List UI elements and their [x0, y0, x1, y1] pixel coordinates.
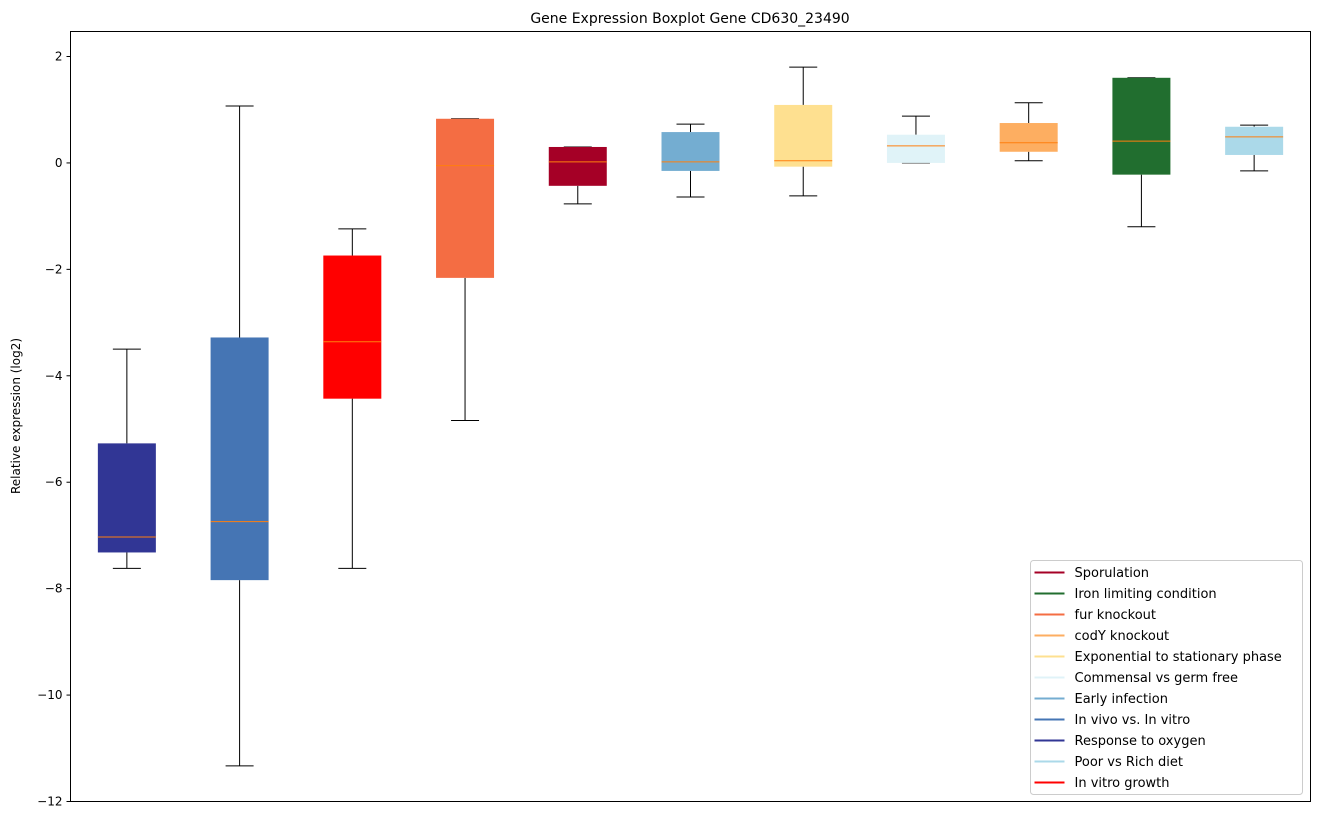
box-fur-knockout	[436, 118, 495, 421]
box-iqr	[97, 443, 156, 553]
box-iqr	[436, 118, 495, 278]
box-poor-vs-rich-diet	[1225, 124, 1284, 172]
box-iqr	[1112, 77, 1171, 175]
legend-item: Commensal vs germ free	[1034, 671, 1238, 686]
legend-item: codY knockout	[1034, 629, 1170, 644]
legend: Sporulation Iron limiting condition fur kn…	[1030, 560, 1303, 795]
legend-item: Response to oxygen	[1034, 734, 1206, 749]
y-axis-label: Relative expression (log2)	[9, 338, 23, 494]
box-iqr	[1225, 126, 1284, 155]
box-in-vitro-growth	[323, 228, 382, 569]
legend-label: In vitro growth	[1075, 776, 1170, 791]
y-axis: −12 −10 −8 −6 −4 −2 0 2	[37, 50, 71, 809]
legend-item: Exponential to stationary phase	[1034, 650, 1282, 665]
legend-item: In vivo vs. In vitro	[1034, 713, 1191, 728]
y-tick-label: −2	[45, 262, 63, 276]
plot-frame	[70, 31, 1311, 802]
box-sporulation	[548, 146, 607, 205]
y-tick-label: 2	[55, 50, 63, 64]
legend-label: Poor vs Rich diet	[1075, 755, 1183, 770]
y-tick-label: 0	[55, 156, 63, 170]
legend-label: Early infection	[1075, 692, 1168, 707]
box-early-infection	[661, 123, 720, 198]
legend-label: Exponential to stationary phase	[1075, 650, 1282, 665]
box-iqr	[661, 132, 720, 171]
legend-frame	[1030, 560, 1303, 795]
box-iqr	[210, 337, 269, 581]
legend-item: Sporulation	[1034, 566, 1150, 581]
y-tick-label: −10	[37, 688, 62, 702]
y-tick-label: −12	[37, 795, 62, 809]
legend-label: In vivo vs. In vitro	[1075, 713, 1191, 728]
box-iqr	[323, 255, 382, 399]
box-iron-limiting-condition	[1112, 77, 1171, 228]
legend-item: Poor vs Rich diet	[1034, 755, 1183, 770]
legend-label: Iron limiting condition	[1075, 587, 1217, 602]
box-iqr	[774, 104, 833, 167]
box-iqr	[548, 146, 607, 186]
box-iqr	[886, 134, 945, 163]
legend-item: In vitro growth	[1034, 776, 1170, 791]
legend-item: Early infection	[1034, 692, 1168, 707]
y-tick-label: −6	[45, 475, 63, 489]
legend-label: Commensal vs germ free	[1075, 671, 1238, 686]
legend-item: Iron limiting condition	[1034, 587, 1217, 602]
legend-label: Response to oxygen	[1075, 734, 1206, 749]
chart-title: Gene Expression Boxplot Gene CD630_23490	[530, 11, 849, 27]
box-in-vivo-vs-in-vitro	[210, 105, 269, 767]
boxes	[97, 66, 1284, 767]
legend-label: codY knockout	[1075, 629, 1170, 644]
box-iqr	[999, 123, 1058, 152]
box-response-to-oxygen	[97, 348, 156, 569]
y-tick-label: −8	[45, 582, 63, 596]
y-tick-label: −4	[45, 369, 63, 383]
legend-item: fur knockout	[1034, 608, 1157, 623]
legend-label: Sporulation	[1075, 566, 1150, 581]
box-commensal-vs-germ-free	[886, 115, 945, 164]
legend-label: fur knockout	[1075, 608, 1157, 623]
box-cody-knockout	[999, 102, 1058, 162]
box-exponential-to-stationary-phase	[774, 66, 833, 197]
